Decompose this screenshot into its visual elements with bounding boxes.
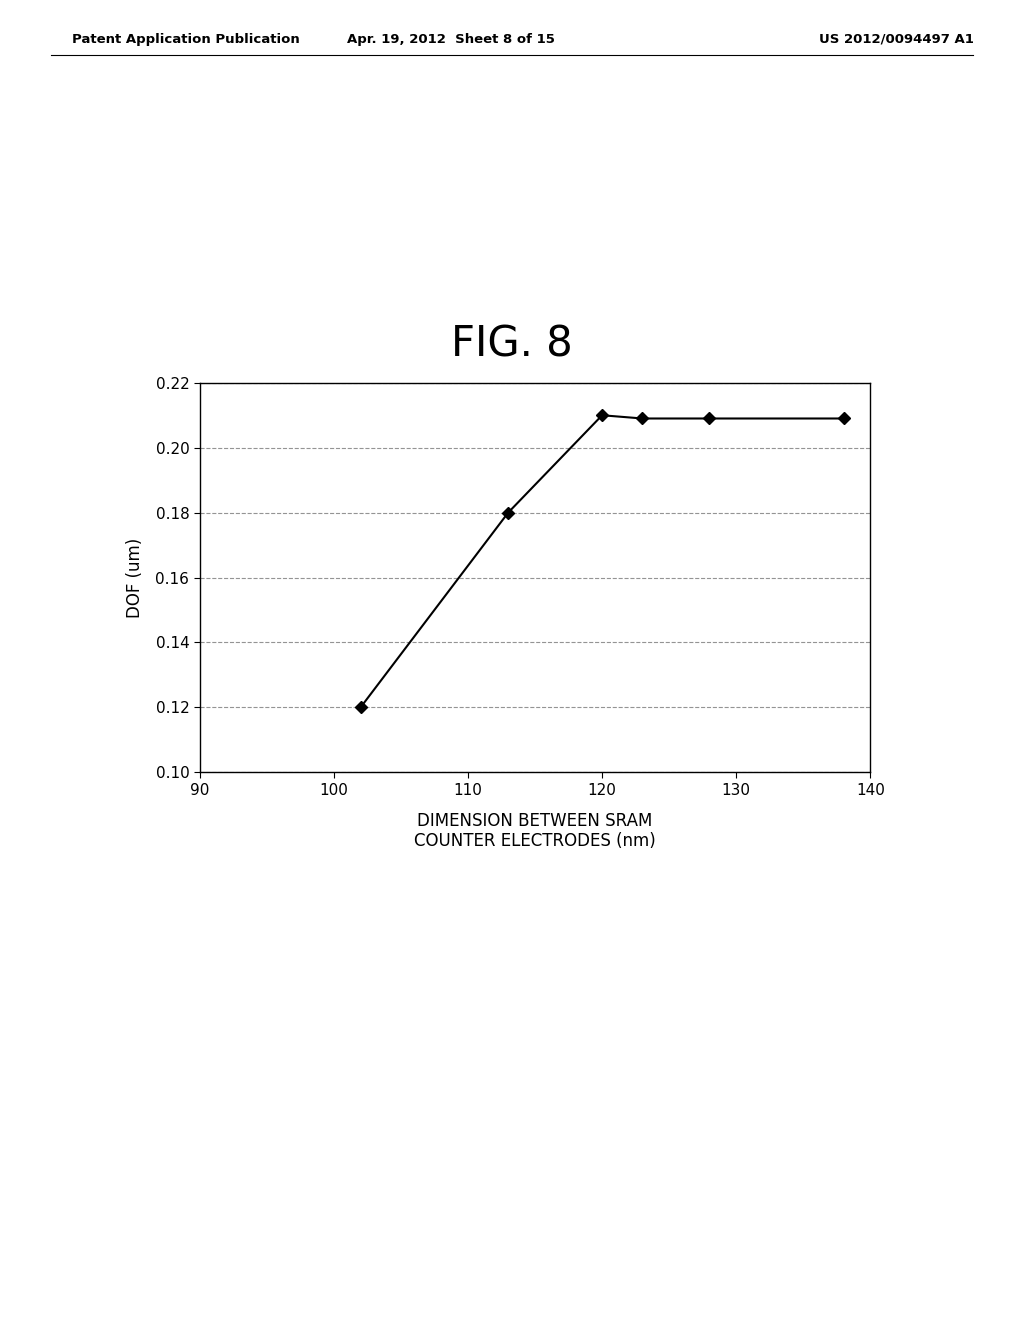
Text: Patent Application Publication: Patent Application Publication	[72, 33, 299, 46]
Text: FIG. 8: FIG. 8	[452, 323, 572, 366]
X-axis label: DIMENSION BETWEEN SRAM
COUNTER ELECTRODES (nm): DIMENSION BETWEEN SRAM COUNTER ELECTRODE…	[414, 812, 656, 850]
Y-axis label: DOF (um): DOF (um)	[126, 537, 144, 618]
Text: US 2012/0094497 A1: US 2012/0094497 A1	[819, 33, 974, 46]
Text: Apr. 19, 2012  Sheet 8 of 15: Apr. 19, 2012 Sheet 8 of 15	[346, 33, 555, 46]
